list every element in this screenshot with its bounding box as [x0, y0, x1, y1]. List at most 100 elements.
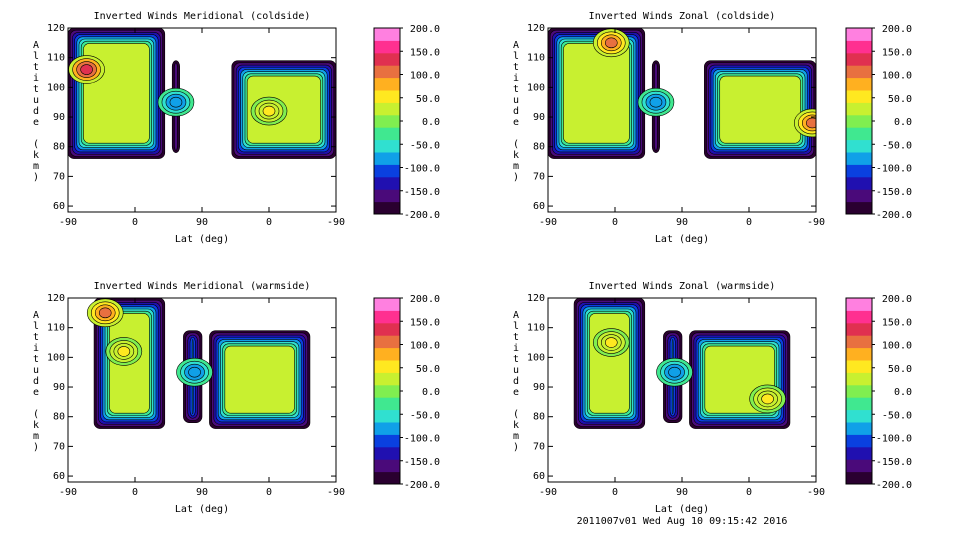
y-tick-label: 110 [47, 53, 65, 64]
contour-field [86, 298, 311, 429]
x-axis-label: Lat (deg) [655, 234, 709, 245]
colorbar-tick-label: 100.0 [410, 341, 440, 352]
colorbar: 200.0 150.0 100.0 50.0 0.0 -50.0 -100.0 -150.0 -… [373, 294, 440, 491]
x-axis-label: Lat (deg) [175, 234, 229, 245]
panel-title: Inverted Winds Zonal (warmside) [589, 281, 776, 292]
colorbar-segment [374, 446, 400, 460]
colorbar-segment [846, 152, 872, 165]
y-tick-label: 90 [53, 112, 65, 123]
colorbar-segment [374, 164, 400, 178]
y-tick-label: 90 [533, 112, 545, 123]
colorbar: 200.0 150.0 100.0 50.0 0.0 -50.0 -100.0 -150.0 -… [373, 24, 440, 221]
data-band-layer [563, 43, 630, 144]
colorbar-segment [374, 384, 400, 398]
panel-title: Inverted Winds Meridional (warmside) [94, 281, 311, 292]
x-tick-label: 0 [266, 487, 272, 498]
x-tick-label: 90 [196, 217, 208, 228]
contour-min [668, 366, 681, 378]
colorbar-segment [846, 176, 872, 190]
y-tick-label: 120 [47, 23, 65, 34]
colorbar-tick-label: -100.0 [876, 434, 912, 445]
colorbar-segment [374, 114, 400, 128]
y-tick-label: 100 [47, 82, 65, 93]
colorbar-segment [374, 176, 400, 190]
colorbar-segment [846, 189, 872, 203]
x-tick-label: -90 [59, 487, 77, 498]
colorbar-tick-label: 200.0 [410, 294, 440, 305]
colorbar-segment [846, 127, 872, 141]
contour-max [805, 117, 816, 129]
y-tick-label: 70 [533, 441, 545, 452]
colorbar-tick-label: 200.0 [410, 24, 440, 35]
colorbar-tick-label: -50.0 [882, 410, 912, 421]
y-tick-label: 120 [527, 23, 545, 34]
colorbar-segment [846, 422, 872, 435]
colorbar-segment [374, 152, 400, 165]
colorbar: 200.0 150.0 100.0 50.0 0.0 -50.0 -100.0 -150.0 -… [845, 294, 912, 491]
colorbar-segment [374, 459, 400, 473]
data-band-layer [224, 345, 295, 414]
x-tick-label: -90 [807, 487, 825, 498]
colorbar-segment [374, 471, 400, 485]
contour-max [80, 64, 93, 75]
y-tick-label: 110 [527, 53, 545, 64]
colorbar-tick-label: -100.0 [404, 434, 440, 445]
colorbar-tick-label: -100.0 [404, 164, 440, 175]
colorbar-segment [374, 139, 400, 153]
colorbar-tick-label: 100.0 [882, 71, 912, 82]
colorbar-segment [846, 77, 872, 91]
colorbar-segment [374, 102, 400, 116]
colorbar-segment [846, 446, 872, 460]
colorbar-tick-label: -50.0 [410, 410, 440, 421]
x-axis-ticks: -90 0 90 0 -90 [539, 298, 825, 498]
colorbar-segment [374, 90, 400, 103]
colorbar-segment [374, 189, 400, 203]
colorbar-tick-label: 50.0 [888, 364, 912, 375]
x-tick-label: -90 [327, 487, 345, 498]
colorbar-segment [374, 298, 400, 311]
x-tick-label: 0 [746, 487, 752, 498]
colorbar-tick-label: 50.0 [416, 94, 440, 105]
colorbar-tick-label: -200.0 [876, 210, 912, 221]
x-tick-label: -90 [807, 217, 825, 228]
colorbar-tick-label: -100.0 [876, 164, 912, 175]
colorbar-segment [374, 347, 400, 361]
colorbar-tick-label: -150.0 [404, 457, 440, 468]
colorbar-segment [846, 384, 872, 398]
x-tick-label: -90 [59, 217, 77, 228]
y-tick-label: 80 [53, 142, 65, 153]
contour-panel-zonal-coldside: Inverted Winds Zonal (coldside) 60 70 80 90… [513, 11, 912, 245]
colorbar-segment [374, 397, 400, 411]
colorbar-segment [374, 335, 400, 349]
contour-min [188, 366, 201, 378]
contour-panel-meridional-warmside: Inverted Winds Meridional (warmside) 60 7… [33, 281, 440, 515]
colorbar-tick-label: -50.0 [410, 140, 440, 151]
y-axis-ticks: 60 70 80 90 100 110 120 [47, 23, 336, 212]
colorbar-segment [374, 409, 400, 423]
colorbar-tick-label: 150.0 [882, 47, 912, 58]
colorbar-segment [846, 164, 872, 178]
colorbar-tick-label: -200.0 [876, 480, 912, 491]
colorbar-segment [374, 65, 400, 79]
y-tick-label: 80 [533, 412, 545, 423]
contour-field [573, 298, 791, 429]
colorbar-segment [374, 372, 400, 386]
colorbar-segment [846, 298, 872, 311]
footer-timestamp: 2011007v01 Wed Aug 10 09:15:42 2016 [577, 516, 788, 527]
colorbar-segment [846, 459, 872, 473]
colorbar-segment [374, 310, 400, 324]
y-tick-label: 110 [527, 323, 545, 334]
colorbar-tick-label: -150.0 [404, 187, 440, 198]
x-tick-label: -90 [539, 217, 557, 228]
colorbar-tick-label: 0.0 [894, 117, 912, 128]
contour-max [98, 307, 112, 319]
colorbar-tick-label: -200.0 [404, 210, 440, 221]
x-tick-label: 90 [196, 487, 208, 498]
colorbar-segment [374, 434, 400, 448]
x-tick-label: -90 [539, 487, 557, 498]
colorbar-segment [374, 201, 400, 215]
colorbar-tick-label: -150.0 [876, 457, 912, 468]
colorbar-tick-label: 0.0 [422, 117, 440, 128]
contour-panel-meridional-coldside: Inverted Winds Meridional (coldside) 60 7… [33, 11, 440, 245]
